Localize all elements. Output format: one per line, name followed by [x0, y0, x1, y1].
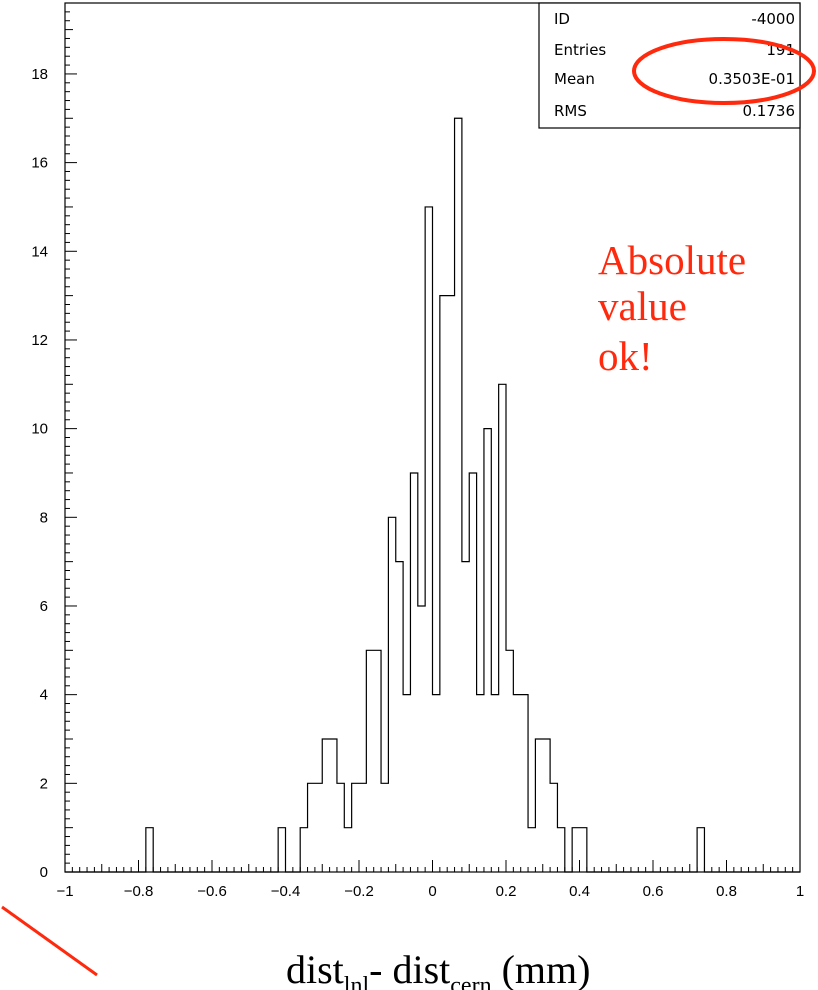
histogram-bar — [550, 783, 557, 872]
histogram-bar — [535, 739, 542, 872]
y-tick-label: 14 — [31, 243, 48, 260]
histogram-bar — [344, 828, 351, 872]
x-tick-label: −0.8 — [124, 883, 154, 900]
histogram-bar — [469, 473, 476, 872]
histogram-bar — [572, 828, 579, 872]
y-tick-labels: 0 2 4 6 8 10 12 14 16 18 — [31, 66, 48, 881]
stats-value-id: -4000 — [751, 10, 795, 28]
histogram-bar — [352, 783, 359, 872]
histogram-bar — [381, 783, 388, 872]
annotation-line-3: ok! — [598, 333, 653, 379]
annotation-line-2: value — [598, 283, 687, 329]
histogram-bar — [308, 783, 315, 872]
histogram-bar — [433, 695, 440, 872]
x-tick-label: 0 — [428, 883, 436, 900]
x-tick-label: 0.4 — [569, 883, 590, 900]
histogram-bar — [506, 650, 513, 872]
stats-label-mean: Mean — [554, 70, 595, 88]
y-tick-label: 18 — [31, 66, 48, 83]
histogram-bar — [499, 384, 506, 872]
histogram-bar — [462, 562, 469, 872]
x-tick-label: −1 — [56, 883, 73, 900]
stats-value-rms: 0.1736 — [743, 102, 796, 120]
histogram-outline — [65, 117, 800, 873]
y-tick-label: 2 — [40, 775, 48, 792]
histogram-bar — [557, 828, 564, 872]
x-tick-label: 0.6 — [643, 883, 664, 900]
y-tick-label: 12 — [31, 332, 48, 349]
y-tick-label: 16 — [31, 155, 48, 172]
histogram-bar — [315, 783, 322, 872]
x-tick-label: 0.8 — [716, 883, 737, 900]
histogram-bar — [396, 562, 403, 872]
red-pointer-line — [1, 905, 98, 977]
histogram-bar — [477, 695, 484, 872]
histogram-bar — [580, 828, 587, 872]
annotation-line-1: Absolute — [598, 237, 746, 283]
histogram-bar — [403, 695, 410, 872]
y-tick-label: 10 — [31, 421, 48, 438]
histogram-bar — [366, 650, 373, 872]
histogram-bar — [543, 739, 550, 872]
histogram-bar — [528, 828, 535, 872]
histogram-bar — [322, 739, 329, 872]
histogram-bar — [337, 783, 344, 872]
histogram-bar — [440, 296, 447, 872]
x-axis-title: distlnl- distcern (mm) — [286, 947, 590, 990]
histogram-bar — [455, 118, 462, 872]
x-tick-label: −0.4 — [271, 883, 301, 900]
x-tick-label: 1 — [796, 883, 804, 900]
x-tick-labels: −1 −0.8 −0.6 −0.4 −0.2 0 0.2 0.4 0.6 0.8 1 — [56, 883, 804, 900]
y-tick-label: 0 — [40, 864, 48, 881]
histogram-bar — [521, 695, 528, 872]
histogram-bar — [410, 473, 417, 872]
x-tick-label: 0.2 — [496, 883, 517, 900]
histogram-bar — [278, 828, 285, 872]
x-tick-label: −0.6 — [197, 883, 227, 900]
stats-box-frame — [538, 2, 801, 129]
histogram-bar — [374, 650, 381, 872]
stats-label-id: ID — [554, 10, 570, 28]
stats-value-mean: 0.3503E-01 — [709, 70, 795, 88]
y-tick-label: 4 — [40, 687, 48, 704]
histogram-bar — [513, 695, 520, 872]
histogram-bar — [491, 695, 498, 872]
histogram-bar — [300, 828, 307, 872]
y-tick-label: 6 — [40, 598, 48, 615]
histogram-bar — [418, 606, 425, 872]
histogram-bar — [359, 783, 366, 872]
mean-highlight-ellipse — [632, 37, 816, 105]
stats-label-rms: RMS — [554, 102, 587, 120]
histogram-bar — [425, 207, 432, 872]
x-tick-label: −0.2 — [344, 883, 374, 900]
histogram-bar — [697, 828, 704, 872]
y-tick-label: 8 — [40, 509, 48, 526]
histogram-bar — [146, 828, 153, 872]
stats-box: ID -4000 Entries 191 Mean 0.3503E-01 RMS… — [538, 2, 801, 129]
stats-label-entries: Entries — [554, 41, 606, 59]
histogram-bar — [447, 296, 454, 872]
histogram-bar — [484, 429, 491, 872]
histogram-bar — [388, 517, 395, 872]
histogram-bar — [330, 739, 337, 872]
